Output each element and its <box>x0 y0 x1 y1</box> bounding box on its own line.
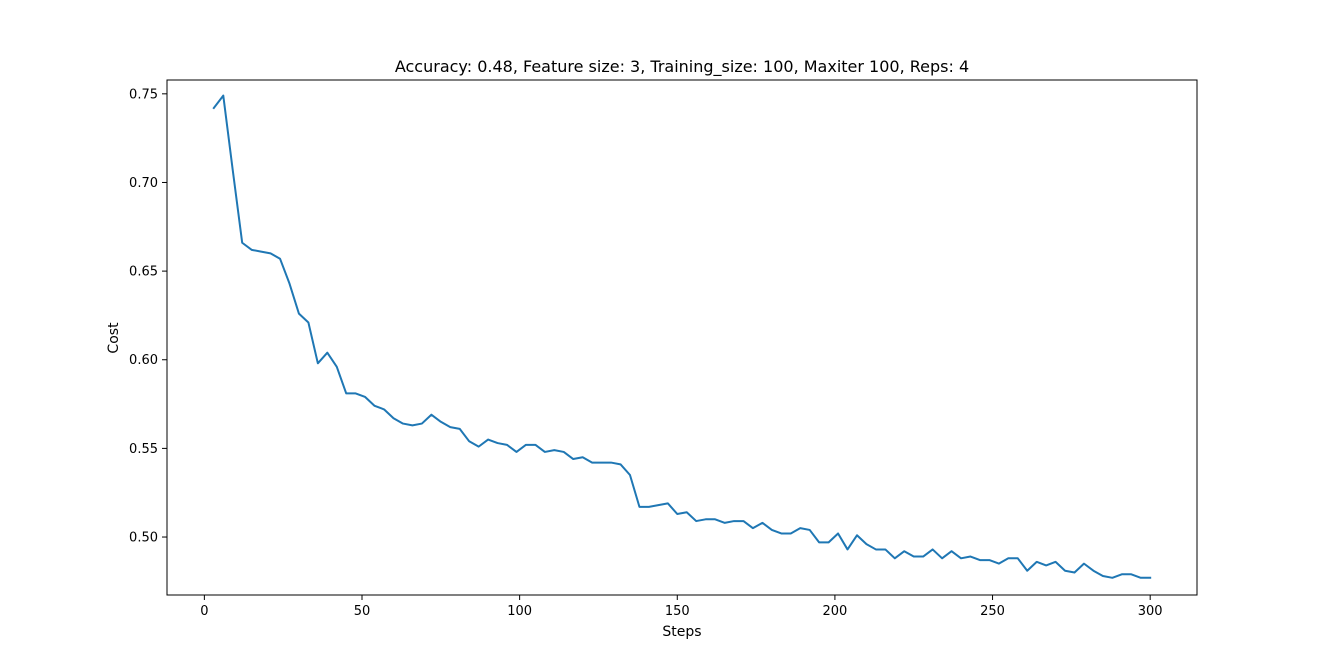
series-layer <box>212 94 1152 579</box>
y-tick-label: 0.60 <box>129 353 158 368</box>
y-axis-label: Cost <box>106 322 122 354</box>
x-axis: 0 50 100 150 200 250 300 <box>200 595 1163 619</box>
plot-area <box>167 80 1197 595</box>
y-tick-label: 0.65 <box>129 265 158 280</box>
x-tick-label: 200 <box>822 604 847 619</box>
cost-series-line <box>212 94 1152 579</box>
x-axis-label: Steps <box>662 624 701 640</box>
x-tick-label: 300 <box>1138 604 1163 619</box>
y-tick-label: 0.55 <box>129 442 158 457</box>
x-tick-label: 250 <box>980 604 1005 619</box>
y-tick-label: 0.75 <box>129 87 158 102</box>
plot-frame <box>166 79 1198 596</box>
x-tick-label: 0 <box>200 604 208 619</box>
y-axis: 0.50 0.55 0.60 0.65 0.70 0.75 <box>129 87 167 546</box>
chart-title: Accuracy: 0.48, Feature size: 3, Trainin… <box>395 57 969 77</box>
x-tick-label: 50 <box>354 604 371 619</box>
y-tick-label: 0.70 <box>129 176 158 191</box>
x-tick-label: 100 <box>507 604 532 619</box>
x-tick-label: 150 <box>665 604 690 619</box>
y-tick-label: 0.50 <box>129 531 158 546</box>
